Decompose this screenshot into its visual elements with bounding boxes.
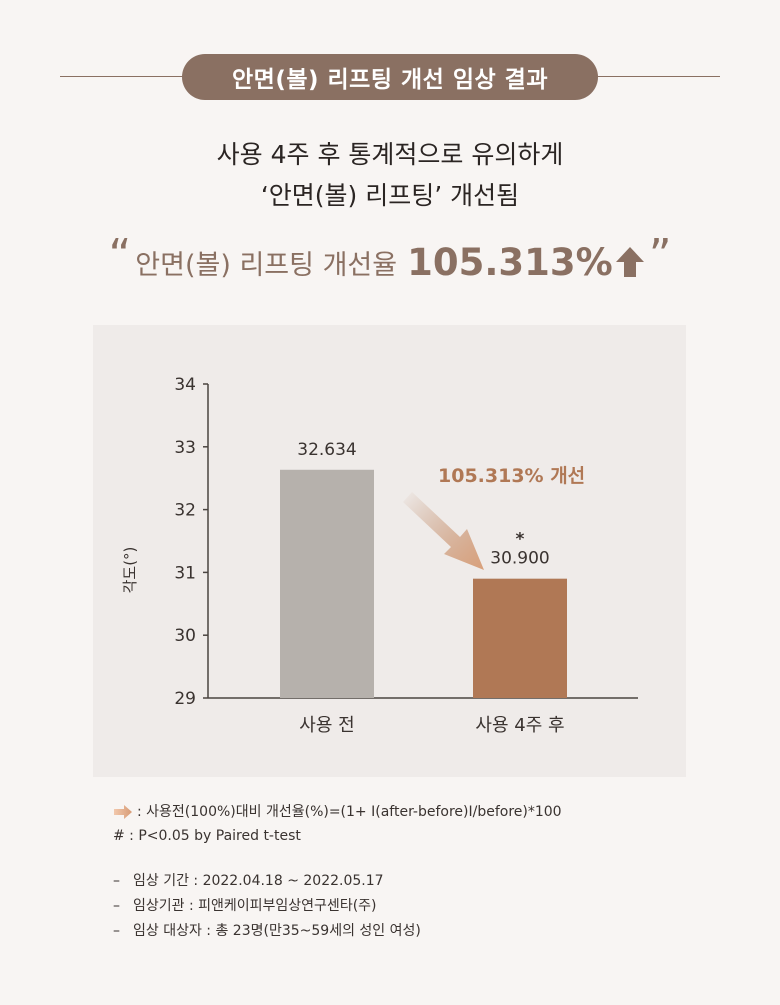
bar-chart: 29 30 31 32 33 34 32.634 사용 전 30.900 사용 4주 후 * 10… (121, 375, 638, 736)
formula-note: : 사용전(100%)대비 개선율(%)=(1+ I(after-before)… (113, 800, 562, 824)
category-label: 사용 전 (299, 715, 354, 736)
header-line-left (60, 76, 190, 77)
improvement-highlight: “ 안면(볼) 리프팅 개선율 105.313% ” (0, 234, 780, 290)
right-arrow-icon (114, 805, 132, 819)
y-tick-label: 32 (174, 501, 196, 521)
significance-marker: * (516, 530, 525, 550)
bar-value-label: 30.900 (490, 549, 549, 569)
subtitle-line-2: ‘안면(볼) 리프팅’ 개선됨 (260, 181, 520, 210)
formula-text: : 사용전(100%)대비 개선율(%)=(1+ I(after-before)… (137, 804, 562, 820)
close-quote: ” (648, 230, 672, 281)
header-title: 안면(볼) 리프팅 개선 임상 결과 (182, 54, 598, 100)
improvement-annotation: 105.313% 개선 (438, 465, 585, 487)
trend-arrow (403, 492, 484, 570)
info-item: – 임상 대상자 : 총 23명(만35~59세의 성인 여성) (113, 919, 421, 944)
info-dash: – (113, 873, 120, 889)
category-label: 사용 4주 후 (475, 715, 564, 736)
info-text: 임상 대상자 : 총 23명(만35~59세의 성인 여성) (133, 923, 421, 939)
info-item: – 임상 기간 : 2022.04.18 ~ 2022.05.17 (113, 869, 421, 894)
y-tick-label: 30 (174, 626, 196, 646)
study-info: – 임상 기간 : 2022.04.18 ~ 2022.05.17 – 임상기관 :… (113, 869, 421, 944)
y-tick-label: 33 (174, 438, 196, 458)
significance-note: # : P<0.05 by Paired t-test (113, 828, 301, 844)
info-item: – 임상기관 : 피앤케이피부임상연구센타(주) (113, 894, 421, 919)
info-dash: – (113, 923, 120, 939)
improvement-label: 안면(볼) 리프팅 개선율 (135, 249, 398, 281)
open-quote: “ (108, 230, 132, 281)
y-axis-label: 각도(°) (121, 547, 139, 594)
info-text: 임상 기간 : 2022.04.18 ~ 2022.05.17 (133, 873, 384, 889)
bar (280, 469, 374, 698)
header-line-right (590, 76, 720, 77)
improvement-value: 105.313% (407, 240, 613, 284)
notes: : 사용전(100%)대비 개선율(%)=(1+ I(after-before)… (113, 800, 562, 848)
bar (473, 578, 567, 698)
subtitle-line-1: 사용 4주 후 통계적으로 유의하게 (216, 140, 564, 169)
y-tick-label: 31 (174, 563, 196, 583)
info-text: 임상기관 : 피앤케이피부임상연구센타(주) (133, 898, 377, 914)
up-arrow-icon (615, 247, 644, 277)
bar-value-label: 32.634 (297, 440, 356, 460)
y-tick-label: 29 (174, 689, 196, 709)
y-tick-label: 34 (174, 375, 196, 395)
chart-panel: 29 30 31 32 33 34 32.634 사용 전 30.900 사용 4주 후 * 10… (93, 325, 686, 777)
info-dash: – (113, 898, 120, 914)
